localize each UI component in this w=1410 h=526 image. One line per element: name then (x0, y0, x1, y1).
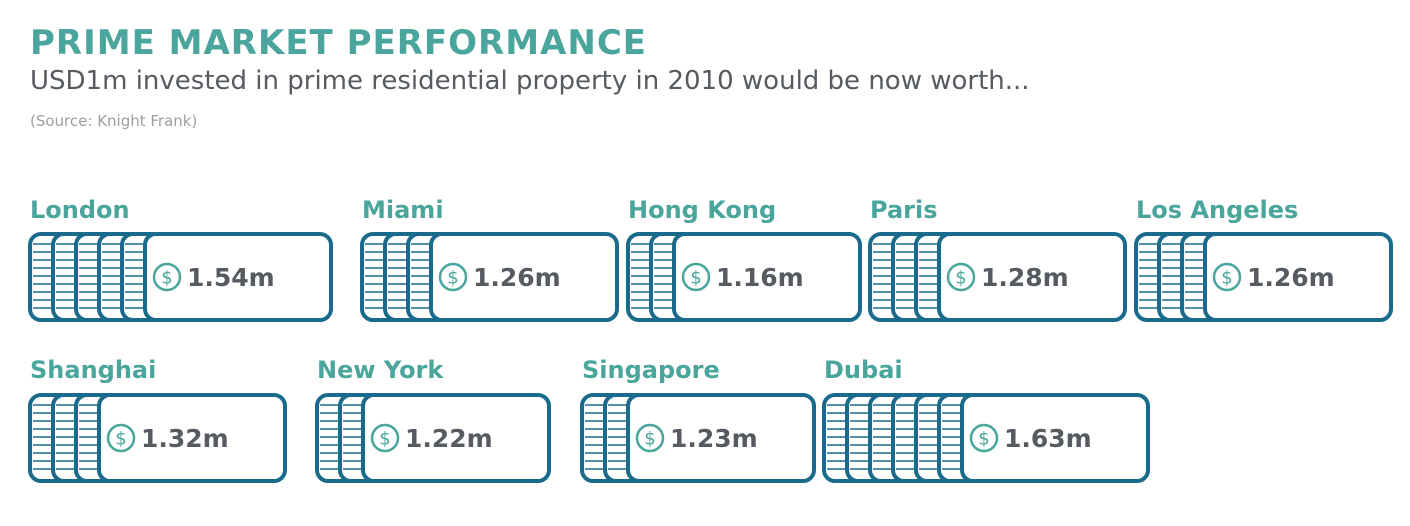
banknote-front (429, 232, 619, 322)
value-label: 1.16m (716, 263, 804, 292)
value-label: 1.32m (141, 424, 229, 453)
city-label: Hong Kong (628, 196, 776, 224)
dollar-circle-icon: $ (152, 262, 182, 292)
city-label: Miami (362, 196, 444, 224)
city-label: Paris (870, 196, 938, 224)
banknote-front (626, 393, 816, 483)
city-label: Shanghai (30, 356, 156, 384)
market-shanghai: Shanghai $ 1.32m (28, 356, 287, 483)
dollar-circle-icon: $ (370, 423, 400, 453)
banknote-front (1203, 232, 1393, 322)
svg-text:$: $ (644, 429, 655, 450)
banknote-front (143, 232, 333, 322)
svg-text:$: $ (1221, 268, 1232, 289)
value-label: 1.28m (981, 263, 1069, 292)
dollar-circle-icon: $ (438, 262, 468, 292)
chart-subtitle: USD1m invested in prime residential prop… (30, 66, 1030, 96)
market-london: London $ 1.54m (28, 196, 333, 322)
banknote-front (361, 393, 551, 483)
value-label: 1.26m (1247, 263, 1335, 292)
city-label: New York (317, 356, 444, 384)
svg-text:$: $ (161, 268, 172, 289)
market-los-angeles: Los Angeles $ 1.26m (1134, 196, 1393, 322)
chart-title: PRIME MARKET PERFORMANCE (30, 23, 647, 63)
svg-text:$: $ (115, 429, 126, 450)
value-label: 1.26m (473, 263, 561, 292)
svg-text:$: $ (978, 429, 989, 450)
market-miami: Miami $ 1.26m (360, 196, 619, 322)
city-label: London (30, 196, 130, 224)
market-dubai: Dubai $ 1.63m (822, 356, 1150, 483)
dollar-circle-icon: $ (681, 262, 711, 292)
dollar-circle-icon: $ (635, 423, 665, 453)
value-label: 1.54m (187, 263, 275, 292)
dollar-circle-icon: $ (106, 423, 136, 453)
dollar-circle-icon: $ (1212, 262, 1242, 292)
value-label: 1.22m (405, 424, 493, 453)
market-hong-kong: Hong Kong $ 1.16m (626, 196, 862, 322)
market-paris: Paris $ 1.28m (868, 196, 1127, 322)
banknote-front (937, 232, 1127, 322)
city-label: Dubai (824, 356, 903, 384)
svg-text:$: $ (690, 268, 701, 289)
city-label: Singapore (582, 356, 720, 384)
dollar-circle-icon: $ (969, 423, 999, 453)
market-singapore: Singapore $ 1.23m (580, 356, 816, 483)
value-label: 1.63m (1004, 424, 1092, 453)
dollar-circle-icon: $ (946, 262, 976, 292)
city-label: Los Angeles (1136, 196, 1298, 224)
banknote-front (97, 393, 287, 483)
source-note: (Source: Knight Frank) (30, 112, 198, 130)
svg-text:$: $ (955, 268, 966, 289)
banknote-front (672, 232, 862, 322)
svg-text:$: $ (447, 268, 458, 289)
value-label: 1.23m (670, 424, 758, 453)
market-new-york: New York $ 1.22m (315, 356, 551, 483)
banknote-front (960, 393, 1150, 483)
svg-text:$: $ (379, 429, 390, 450)
